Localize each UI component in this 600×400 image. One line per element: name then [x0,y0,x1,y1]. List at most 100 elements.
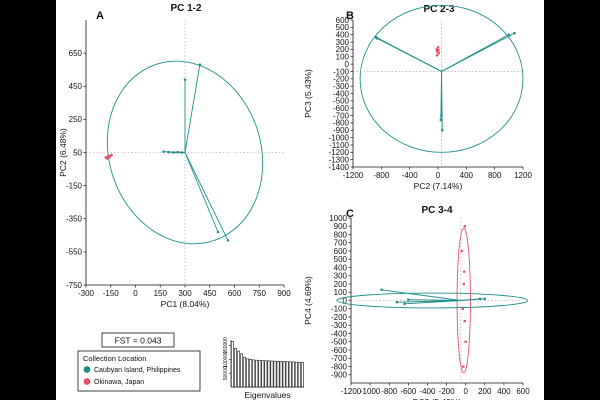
y-tick-label: 0 [343,296,348,305]
eigen-bar [255,359,259,388]
data-point [440,114,443,117]
data-point [436,45,440,49]
x-tick-label: -400 [419,387,436,396]
data-point [478,297,482,301]
x-tick-label: 200 [478,387,492,396]
y-tick-label: -600 [331,346,348,355]
y-tick-label: -400 [331,329,348,338]
y-tick-label: 250 [69,115,83,124]
scatter-panel-b: -1200 -800 -400 0 400 800 1200-1400-1300-1200-… [303,4,532,191]
confidence-ellipse [106,60,264,245]
eigen-tick-label: 150000 [223,337,229,354]
x-tick-label: 0 [436,171,441,180]
data-point [198,63,202,67]
y-tick-label: -1200 [329,148,350,157]
data-point [108,155,111,159]
data-point [110,153,113,157]
x-tick-label: 1200 [514,171,532,180]
data-point [461,307,465,311]
eigen-bar [231,341,234,388]
data-point [464,340,467,344]
spoke-line [184,152,229,241]
panel-letter: C [346,208,354,220]
y-axis-title: PC4 (4.69%) [303,276,313,325]
eigen-bar [240,353,243,388]
y-tick-label: 650 [69,49,83,58]
data-point [162,150,165,153]
y-tick-label: -1100 [329,141,349,150]
y-tick-label: -100 [331,305,348,314]
x-tick-label: -1200 [343,171,364,180]
scatter-panel-c: -1200-1000 -800 -600 -400 -200 0 200 400 600-900… [303,205,530,400]
eigen-bar [288,361,292,388]
x-tick-label: 300 [178,289,192,298]
y-tick-label: -200 [333,75,350,84]
eigen-tick-label: 50000 [223,366,229,380]
x-tick-label: 600 [228,289,242,298]
eigen-bar [294,361,298,388]
data-point [483,297,487,301]
legend-label: Caubyan Island, Philippines [94,367,181,374]
y-tick-label: -800 [333,119,350,128]
panel-letter: A [96,10,104,22]
y-tick-label: 500 [334,255,348,264]
x-tick-label: -1200 [341,387,362,396]
data-point [435,53,439,57]
eigen-bar [285,361,289,388]
y-tick-label: 200 [334,280,348,289]
data-point [460,249,464,253]
confidence-ellipse [359,4,524,153]
y-tick-label: -350 [66,215,83,224]
y-tick-label: -300 [333,82,350,91]
eigen-bar [276,360,280,388]
data-point [167,150,170,154]
y-tick-label: 400 [336,31,350,40]
eigen-bar [246,358,250,388]
y-axis-title: PC3 (5.43%) [303,69,313,118]
y-tick-label: -600 [333,104,350,113]
x-tick-label: 600 [516,387,530,396]
x-axis-title: PC3 (5.43%) [413,397,462,400]
y-tick-label: 400 [334,263,348,272]
legend-frame [77,350,201,392]
panel-letter: B [346,10,354,22]
x-tick-label: 900 [277,289,291,298]
x-tick-label: -300 [78,289,95,298]
eigen-bar [273,360,277,388]
legend: Collection Location Caubyan Island, Phili… [77,350,201,392]
eigen-bar [297,361,301,388]
data-point [507,33,511,36]
y-tick-label: -500 [331,338,348,347]
x-tick-label: -400 [402,171,419,180]
y-tick-label: -500 [333,97,350,106]
x-tick-label: 150 [154,289,168,298]
data-point [437,48,440,52]
spoke-line [184,152,219,233]
data-point [105,157,109,160]
y-tick-label: -200 [331,313,348,322]
data-point [226,238,230,242]
legend-title: Collection Location [83,354,146,363]
x-tick-label: 800 [488,171,502,180]
panel-title: PC 1-2 [170,3,202,14]
x-tick-label: -150 [103,289,120,298]
confidence-ellipse [336,292,529,309]
y-tick-label: -700 [331,354,348,363]
eigen-bar [291,361,295,388]
y-tick-label: 1000 [329,214,347,223]
x-tick-label: -600 [400,387,417,396]
y-tick-label: 300 [334,272,348,281]
y-tick-label: 200 [336,45,350,54]
eigen-bar [282,361,286,388]
y-tick-label: 100 [334,288,348,297]
y-tick-label: -100 [333,67,350,76]
legend-swatch [83,378,91,385]
y-tick-label: -400 [333,89,350,98]
figure-panel: -300 -150 0 150 300 450 600 750 900 -750 -550 -350 -… [56,0,544,400]
y-tick-label: 700 [334,239,348,248]
y-tick-label: -900 [331,371,348,380]
y-tick-label: -700 [333,111,350,120]
x-tick-label: -800 [381,387,398,396]
data-point [461,365,465,368]
